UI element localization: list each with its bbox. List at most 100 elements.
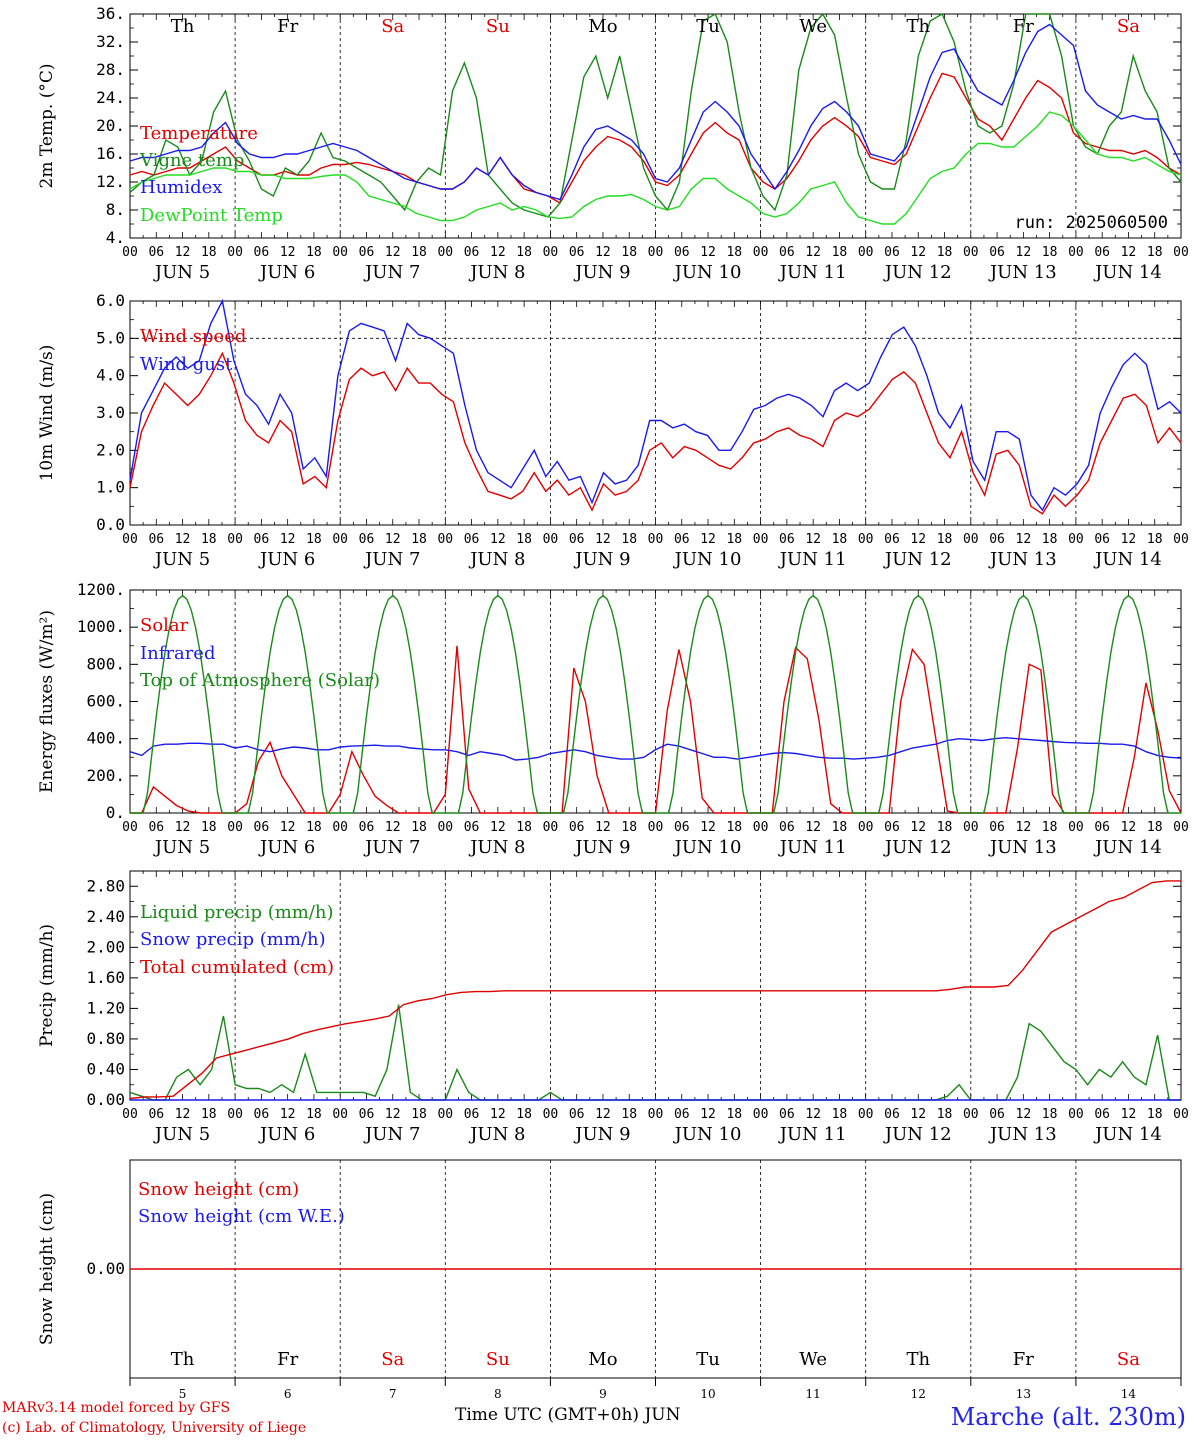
- legend-3: Humidex: [140, 177, 222, 198]
- date-label: JUN 7: [363, 262, 420, 283]
- hour-label: 12: [385, 1107, 401, 1122]
- hour-label: 00: [122, 245, 138, 260]
- y-tick-label: 32.: [96, 32, 125, 51]
- hour-label: 06: [148, 820, 164, 835]
- hour-label: 00: [543, 820, 559, 835]
- y-tick-label: 0.0: [96, 515, 125, 534]
- legend-2: Wind gust: [140, 354, 233, 375]
- day-label: Tu: [696, 16, 720, 37]
- legend-2: Vigne temp: [139, 150, 244, 171]
- hour-label: 00: [543, 1107, 559, 1122]
- date-label: JUN 12: [883, 549, 952, 570]
- hour-label: 06: [254, 532, 270, 547]
- hour-label: 00: [648, 245, 664, 260]
- y-tick-label: 12.: [96, 172, 125, 191]
- hour-label: 18: [306, 532, 322, 547]
- hour-label: 06: [464, 245, 480, 260]
- hour-label: 00: [753, 532, 769, 547]
- hour-label: 12: [490, 1107, 506, 1122]
- hour-label: 06: [359, 820, 375, 835]
- hour-label: 12: [1121, 245, 1137, 260]
- hour-label: 12: [280, 532, 296, 547]
- hour-label: 00: [122, 1107, 138, 1122]
- date-label: JUN 10: [673, 262, 742, 283]
- hour-label: 18: [621, 245, 637, 260]
- hour-label: 12: [700, 1107, 716, 1122]
- hour-label: 06: [148, 245, 164, 260]
- date-label: JUN 8: [468, 549, 525, 570]
- hour-label: 18: [201, 820, 217, 835]
- date-label: JUN 13: [988, 262, 1057, 283]
- hour-label: 06: [254, 820, 270, 835]
- hour-label: 00: [858, 820, 874, 835]
- day-number: 8: [494, 1387, 502, 1401]
- hour-label: 18: [306, 245, 322, 260]
- y-tick-label: 16.: [96, 144, 125, 163]
- hour-label: 12: [700, 532, 716, 547]
- hour-label: 00: [1173, 532, 1189, 547]
- y-tick-label: 2.40: [86, 907, 125, 926]
- day-number: 9: [599, 1387, 607, 1401]
- hour-label: 00: [332, 532, 348, 547]
- day-label: Fr: [1013, 1349, 1034, 1370]
- y-tick-label: 2.0: [96, 440, 125, 459]
- date-label: JUN 11: [778, 1124, 847, 1145]
- y-tick-label: 3.0: [96, 403, 125, 422]
- hour-label: 18: [621, 532, 637, 547]
- hour-label: 12: [805, 532, 821, 547]
- date-label: JUN 10: [673, 549, 742, 570]
- panel-5: 0.00 Snow height (cm) Snow height (cm) Snow…: [37, 1159, 1182, 1401]
- hour-label: 00: [858, 1107, 874, 1122]
- hour-label: 00: [227, 532, 243, 547]
- hour-label: 12: [1016, 532, 1032, 547]
- hour-label: 06: [674, 1107, 690, 1122]
- hour-label: 18: [516, 820, 532, 835]
- hour-label: 12: [1016, 245, 1032, 260]
- hour-label: 06: [464, 1107, 480, 1122]
- date-label: JUN 8: [468, 262, 525, 283]
- hour-label: 18: [411, 532, 427, 547]
- date-label: JUN 6: [258, 837, 315, 858]
- hour-label: 06: [779, 532, 795, 547]
- plot-frame: [129, 300, 1182, 526]
- y-tick-label: 20.: [96, 116, 125, 135]
- y-tick-label: 600.: [86, 692, 125, 711]
- hour-label: 18: [1042, 1107, 1058, 1122]
- hour-label: 00: [437, 1107, 453, 1122]
- hour-label: 00: [1068, 532, 1084, 547]
- y-tick-label: 8.: [106, 200, 125, 219]
- hour-label: 00: [543, 532, 559, 547]
- panel-3: 0. 200. 400. 600. 800. 1000. 1200. Energy fluxe…: [37, 580, 1189, 858]
- hour-label: 06: [674, 245, 690, 260]
- hour-label: 12: [490, 532, 506, 547]
- day-label: Su: [486, 1349, 510, 1370]
- hour-label: 06: [989, 820, 1005, 835]
- day-number: 6: [284, 1387, 292, 1401]
- y-tick-label: 0.80: [86, 1029, 125, 1048]
- date-label: JUN 5: [153, 837, 210, 858]
- y-tick-label: 200.: [86, 766, 125, 785]
- y-tick-label: 2.00: [86, 937, 125, 956]
- hour-label: 12: [175, 245, 191, 260]
- hour-label: 06: [779, 245, 795, 260]
- date-label: JUN 5: [153, 262, 210, 283]
- y-axis-label: 10m Wind (m/s): [37, 345, 57, 482]
- date-label: JUN 11: [778, 837, 847, 858]
- date-label: JUN 13: [988, 549, 1057, 570]
- y-tick-label: 0.: [106, 803, 125, 822]
- hour-label: 12: [910, 820, 926, 835]
- hour-label: 12: [385, 245, 401, 260]
- series-line: [129, 351, 1182, 515]
- hour-label: 18: [937, 245, 953, 260]
- hour-label: 06: [779, 820, 795, 835]
- hour-label: 18: [726, 1107, 742, 1122]
- date-label: JUN 9: [573, 1124, 630, 1145]
- panel-2: 0.0 1.0 2.0 3.0 4.0 5.0 6.0 10m Wind (m/s) Wind …: [37, 291, 1189, 570]
- hour-label: 12: [595, 1107, 611, 1122]
- day-label: Fr: [1013, 16, 1034, 37]
- series-line: [130, 594, 1181, 814]
- day-label: Fr: [277, 16, 298, 37]
- hour-label: 12: [490, 820, 506, 835]
- hour-label: 00: [1068, 245, 1084, 260]
